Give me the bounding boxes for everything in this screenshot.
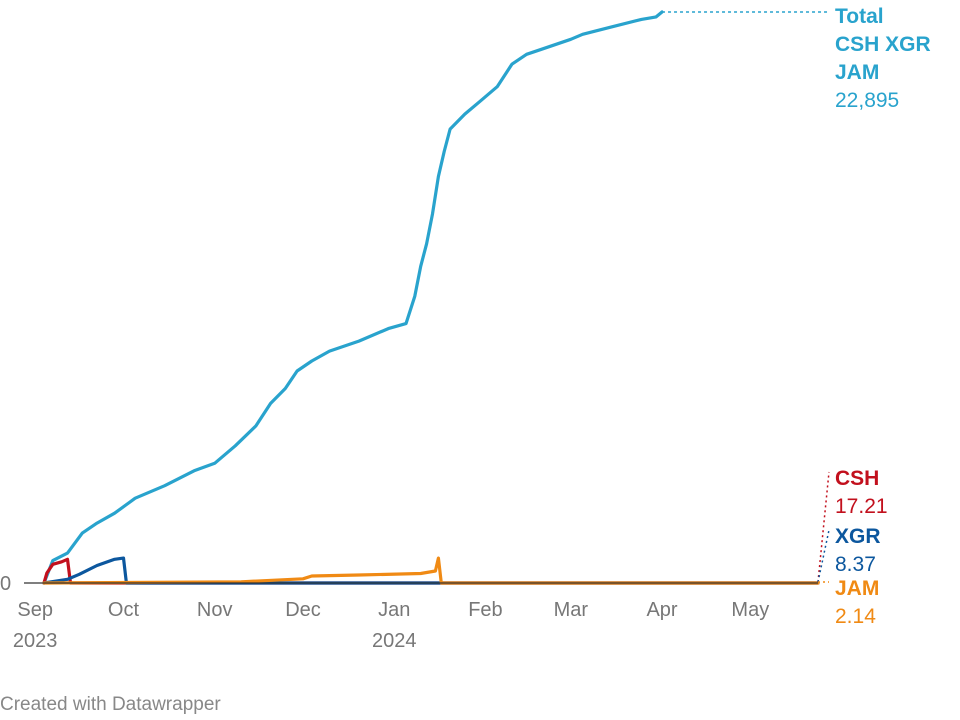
label-connectors xyxy=(662,11,830,583)
series-line-total-csh-xgr-jam xyxy=(42,10,664,585)
x-tick-label-mar: Mar xyxy=(554,599,589,621)
series-value-total-csh-xgr-jam: 22,895 xyxy=(835,89,899,112)
series-label-total-csh-xgr-jam-0: Total xyxy=(835,5,884,28)
series-label-xgr: XGR xyxy=(835,525,881,548)
series-value-xgr: 8.37 xyxy=(835,553,876,576)
credit-text: Created with Datawrapper xyxy=(0,694,221,715)
x-tick-label-may: May xyxy=(731,599,769,621)
series-label-total-csh-xgr-jam-2: JAM xyxy=(835,61,879,84)
x-tick-label-jan: Jan xyxy=(378,599,410,621)
y-tick-label-0: 0 xyxy=(0,573,11,595)
connector-xgr xyxy=(817,529,830,583)
series-value-jam: 2.14 xyxy=(835,605,876,628)
series-value-csh: 17.21 xyxy=(835,495,888,518)
x-tick-label-apr: Apr xyxy=(646,599,677,621)
series-lines xyxy=(42,10,820,585)
x-tick-year-2024: 2024 xyxy=(372,630,417,652)
line-chart: 0 Sep 2023 Oct Nov Dec Jan 2024 Feb Mar Apr May To… xyxy=(0,5,931,652)
connector-csh xyxy=(817,471,830,583)
series-label-jam: JAM xyxy=(835,577,879,600)
x-tick-label-oct: Oct xyxy=(108,599,140,621)
x-tick-label-nov: Nov xyxy=(197,599,233,621)
x-tick-label-dec: Dec xyxy=(285,599,321,621)
x-axis-ticks: Sep 2023 Oct Nov Dec Jan 2024 Feb Mar Apr May xyxy=(13,599,769,652)
series-line-jam xyxy=(42,556,820,585)
series-label-csh: CSH xyxy=(835,467,879,490)
x-tick-label-sep: Sep xyxy=(17,599,53,621)
x-tick-label-feb: Feb xyxy=(468,599,502,621)
series-label-total-csh-xgr-jam-1: CSH XGR xyxy=(835,33,931,56)
series-line-xgr xyxy=(42,556,820,585)
x-tick-year-2023: 2023 xyxy=(13,630,58,652)
